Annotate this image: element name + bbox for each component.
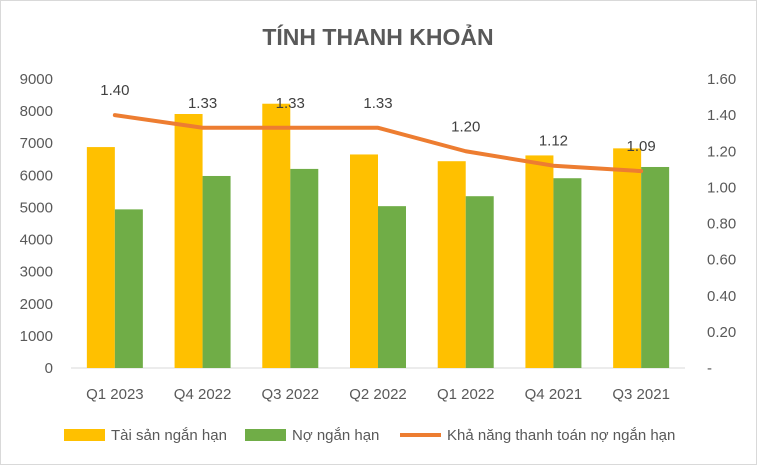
left-axis-tick: 2000 <box>20 296 53 313</box>
legend: Tài sản ngắn hạn Nợ ngắn hạn Khả năng than… <box>64 427 675 444</box>
bar-tai-san-ngan-han <box>613 148 642 368</box>
legend-swatch-tai-san <box>64 429 105 441</box>
right-axis-tick: 1.20 <box>707 143 736 160</box>
ratio-data-label: 1.33 <box>363 95 392 112</box>
ratio-data-label: 1.33 <box>188 95 217 112</box>
x-axis-tick: Q1 2022 <box>437 386 495 403</box>
left-axis-tick: 0 <box>45 360 53 377</box>
ratio-data-label: 1.09 <box>627 138 656 155</box>
legend-label-tai-san: Tài sản ngắn hạn <box>111 427 227 444</box>
bar-tai-san-ngan-han <box>86 147 115 368</box>
right-axis-tick: 1.00 <box>707 179 736 196</box>
legend-label-ratio: Khả năng thanh toán nợ ngắn hạn <box>447 427 675 444</box>
left-axis-tick: 1000 <box>20 328 53 345</box>
left-axis-tick: 3000 <box>20 264 53 281</box>
right-axis-tick: 0.60 <box>707 252 736 269</box>
right-axis-tick: 1.40 <box>707 107 736 124</box>
ratio-data-label: 1.40 <box>100 82 129 99</box>
bar-tai-san-ngan-han <box>525 155 554 368</box>
x-axis-tick: Q2 2022 <box>349 386 407 403</box>
right-axis-ticks: - 0.20 0.40 0.60 0.80 1.00 1.20 1.40 1.60 <box>707 71 736 377</box>
bar-tai-san-ngan-han <box>262 103 291 368</box>
legend-label-no: Nợ ngắn hạn <box>292 427 379 444</box>
left-axis-tick: 8000 <box>20 103 53 120</box>
ratio-data-label: 1.33 <box>276 95 305 112</box>
left-axis-tick: 7000 <box>20 135 53 152</box>
left-axis-tick: 4000 <box>20 232 53 249</box>
right-axis-tick: 0.80 <box>707 216 736 233</box>
bar-no-ngan-han <box>553 178 582 368</box>
bar-no-ngan-han <box>290 168 319 368</box>
x-axis-ticks: Q1 2023 Q4 2022 Q3 2022 Q2 2022 Q1 2022 Q4 20… <box>86 386 670 403</box>
bar-no-ngan-han <box>114 209 143 368</box>
right-axis-tick: - <box>707 360 712 377</box>
right-axis-tick: 1.60 <box>707 71 736 88</box>
right-axis-tick: 0.40 <box>707 288 736 305</box>
bar-no-ngan-han <box>641 166 670 368</box>
x-axis-tick: Q1 2023 <box>86 386 144 403</box>
bar-tai-san-ngan-han <box>437 161 466 368</box>
x-axis-tick: Q3 2022 <box>262 386 320 403</box>
bar-no-ngan-han <box>465 196 494 368</box>
x-axis-tick: Q3 2021 <box>612 386 670 403</box>
ratio-line <box>112 113 644 174</box>
legend-swatch-no <box>245 429 286 441</box>
bar-no-ngan-han <box>378 206 406 368</box>
left-axis-tick: 5000 <box>20 199 53 216</box>
bar-tai-san-ngan-han <box>174 114 203 368</box>
bar-no-ngan-han <box>202 175 231 368</box>
left-axis-tick: 6000 <box>20 167 53 184</box>
ratio-data-label: 1.12 <box>539 133 568 150</box>
chart-title: TÍNH THANH KHOẢN <box>262 22 493 50</box>
ratio-line-group: 1.40 1.33 1.33 1.33 1.20 1.12 1.09 <box>100 82 656 174</box>
x-axis-tick: Q4 2021 <box>525 386 583 403</box>
left-axis-tick: 9000 <box>20 71 53 88</box>
left-axis-ticks: 0 1000 2000 3000 4000 5000 6000 7000 8000 9000 <box>20 71 53 377</box>
right-axis-tick: 0.20 <box>707 324 736 341</box>
bar-tai-san-ngan-han <box>350 154 378 368</box>
bars <box>86 103 670 368</box>
ratio-data-label: 1.20 <box>451 118 480 135</box>
x-axis-tick: Q4 2022 <box>174 386 232 403</box>
